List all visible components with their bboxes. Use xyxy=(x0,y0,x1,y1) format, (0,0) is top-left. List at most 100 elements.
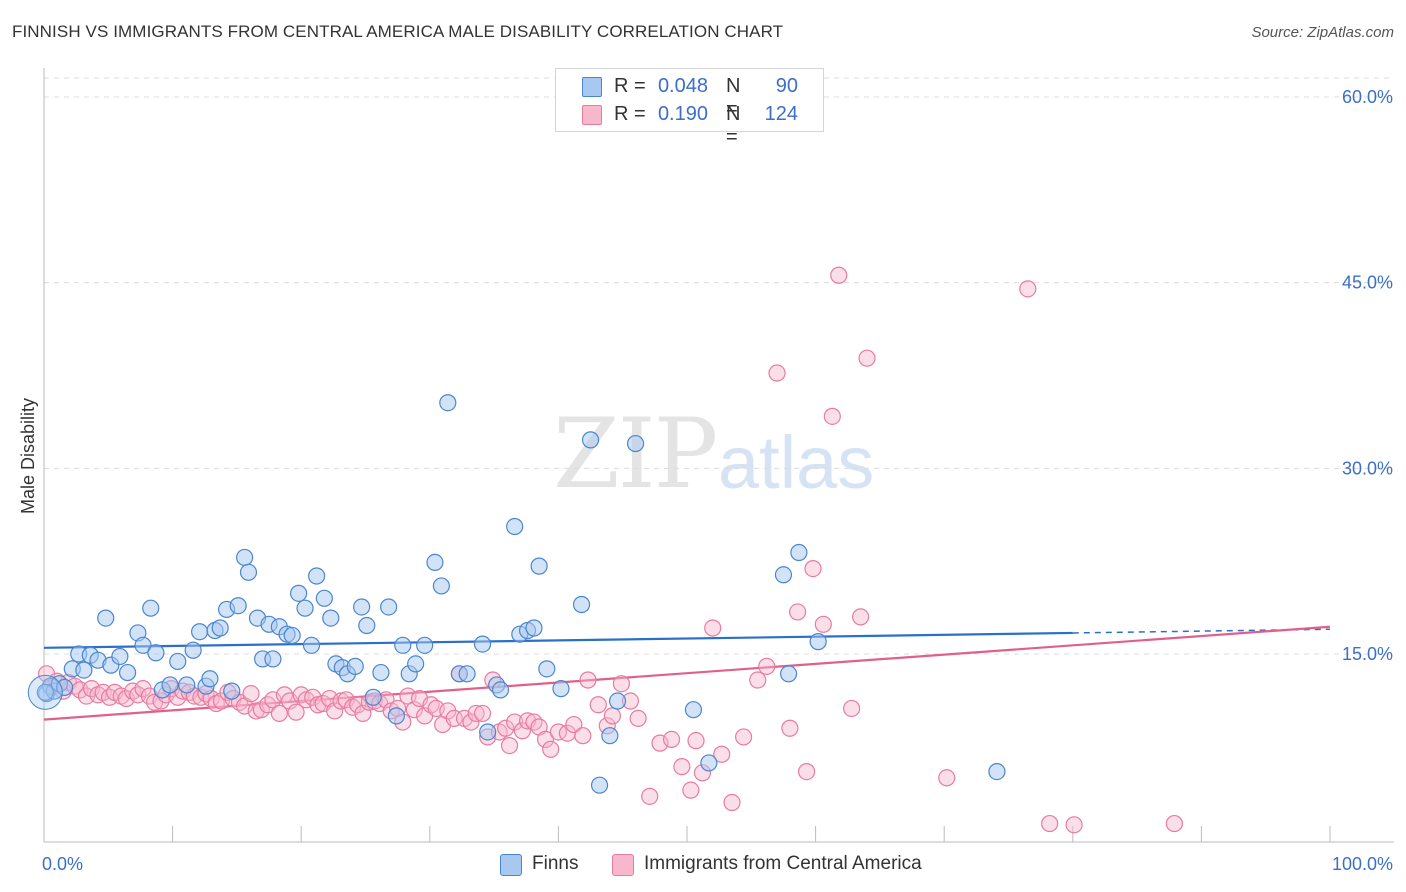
blue-point-80 xyxy=(608,692,627,710)
legend-n-label: N = xyxy=(726,103,741,148)
blue-point-44 xyxy=(315,589,333,607)
pink-point-101 xyxy=(641,787,659,805)
blue-point-16 xyxy=(142,599,160,617)
pink-point-77 xyxy=(473,704,492,723)
pink-point-119 xyxy=(814,615,832,633)
blue-point-64 xyxy=(458,665,476,683)
watermark-atlas: atlas xyxy=(718,421,875,504)
blue-point-73 xyxy=(530,557,548,575)
bottom-legend-label: Immigrants from Central America xyxy=(644,853,922,874)
blue-point-10 xyxy=(97,609,115,627)
blue-point-23 xyxy=(191,623,209,641)
blue-point-56 xyxy=(394,636,412,654)
legend-swatch-blue xyxy=(582,77,602,97)
y-tick-label-45: 45.0% xyxy=(1342,273,1393,293)
blue-point-66 xyxy=(479,723,497,741)
pink-point-125 xyxy=(938,769,956,787)
pink-point-111 xyxy=(734,728,753,746)
pink-point-129 xyxy=(1165,814,1183,833)
pink-trend-line xyxy=(43,625,1331,721)
pink-point-123 xyxy=(852,608,870,626)
blue-point-88 xyxy=(988,762,1006,781)
pink-point-98 xyxy=(612,675,631,693)
pink-point-36 xyxy=(242,685,260,703)
blue-point-84 xyxy=(774,566,793,584)
bottom-legend-swatch-blue xyxy=(500,854,522,876)
pink-point-44 xyxy=(287,703,305,721)
blue-point-75 xyxy=(552,680,570,698)
blue-point-31 xyxy=(236,548,254,567)
pink-point-109 xyxy=(713,745,731,763)
blue-point-21 xyxy=(178,676,196,694)
blue-point-42 xyxy=(302,636,321,654)
blue-point-87 xyxy=(809,633,827,651)
blue-point-29 xyxy=(223,682,241,700)
bottom-legend-swatch-pink xyxy=(612,854,634,876)
pink-point-81 xyxy=(497,719,515,737)
blue-point-27 xyxy=(211,619,229,637)
y-tick-label-15: 15.0% xyxy=(1342,644,1393,664)
pink-point-117 xyxy=(797,762,816,781)
blue-point-76 xyxy=(572,595,591,614)
pink-point-118 xyxy=(804,559,822,578)
blue-point-39 xyxy=(283,626,301,645)
blue-point-20 xyxy=(169,652,187,671)
legend-r-label: R = xyxy=(614,103,646,125)
blue-point-78 xyxy=(590,776,609,794)
y-tick-label-30: 30.0% xyxy=(1342,458,1393,478)
blue-point-50 xyxy=(353,598,371,616)
pink-point-124 xyxy=(858,349,876,367)
blue-point-36 xyxy=(264,650,282,668)
blue-point-86 xyxy=(790,543,808,562)
pink-point-93 xyxy=(574,727,592,745)
pink-point-89 xyxy=(542,740,560,758)
blue-point-19 xyxy=(161,676,179,694)
pink-point-120 xyxy=(823,407,841,425)
blue-point-32 xyxy=(239,563,258,581)
blue-point-79 xyxy=(601,727,619,745)
pink-point-75 xyxy=(462,713,480,731)
blue-point-55 xyxy=(387,707,405,725)
blue-point-89 xyxy=(36,683,54,701)
pink-point-113 xyxy=(758,657,776,675)
legend-r-value: 0.048 xyxy=(657,75,708,97)
blue-point-59 xyxy=(416,636,434,654)
pink-point-122 xyxy=(843,699,861,718)
y-tick-label-60: 60.0% xyxy=(1342,87,1393,107)
pink-point-88 xyxy=(536,730,555,749)
blue-point-51 xyxy=(358,616,376,635)
bottom-legend-label: Finns xyxy=(532,853,579,874)
source-label: Source: ZipAtlas.com xyxy=(1251,24,1394,41)
legend-n-value: 90 xyxy=(775,75,798,97)
blue-point-40 xyxy=(290,584,308,602)
pink-point-110 xyxy=(723,793,741,812)
blue-series-points xyxy=(27,394,1006,794)
pink-point-128 xyxy=(1065,816,1083,834)
pink-point-103 xyxy=(662,730,681,749)
blue-point-4 xyxy=(55,678,74,697)
blue-point-17 xyxy=(147,644,165,662)
y-axis-title: Male Disability xyxy=(18,398,38,514)
blue-point-45 xyxy=(322,609,340,627)
blue-point-22 xyxy=(184,641,202,659)
pink-point-105 xyxy=(682,781,700,799)
pink-point-106 xyxy=(687,732,705,750)
blue-point-54 xyxy=(380,598,398,616)
pink-point-51 xyxy=(326,702,344,720)
x-tick-label-max: 100.0% xyxy=(1332,854,1393,874)
legend-n-value: 124 xyxy=(764,103,798,125)
legend-n-label: N = xyxy=(726,75,741,120)
blue-point-25 xyxy=(201,670,219,688)
blue-point-74 xyxy=(538,660,556,678)
blue-point-82 xyxy=(684,701,703,719)
blue-point-7 xyxy=(75,661,93,679)
blue-point-12 xyxy=(111,647,129,666)
pink-point-115 xyxy=(781,719,799,737)
pink-point-95 xyxy=(589,696,607,714)
legend-r-label: R = xyxy=(614,75,646,97)
pink-series-points xyxy=(37,266,1183,834)
watermark-zip: ZIP xyxy=(553,398,718,510)
pink-point-127 xyxy=(1041,814,1059,833)
blue-point-cluster xyxy=(27,674,63,710)
